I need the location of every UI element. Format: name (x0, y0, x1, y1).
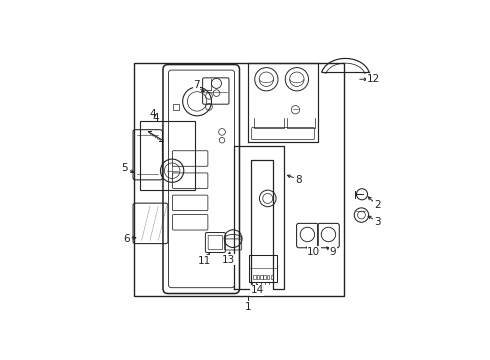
Bar (134, 63, 344, 296)
Text: 13: 13 (222, 255, 235, 265)
Bar (253, 275, 256, 279)
Text: 14: 14 (250, 285, 264, 296)
Bar (263, 275, 266, 279)
Text: 9: 9 (330, 247, 337, 257)
Text: 8: 8 (295, 175, 301, 185)
Text: 2: 2 (374, 201, 381, 210)
Text: 4: 4 (149, 109, 156, 118)
Bar (249, 255, 277, 282)
Text: 11: 11 (197, 256, 211, 266)
Text: 6: 6 (123, 234, 130, 244)
Bar (140, 121, 195, 190)
Bar (257, 275, 259, 279)
Bar (260, 275, 263, 279)
Text: 3: 3 (374, 217, 381, 227)
Bar (270, 275, 273, 279)
Text: 10: 10 (307, 247, 320, 257)
Text: 1: 1 (245, 302, 251, 312)
Bar (173, 104, 179, 110)
Text: 5: 5 (122, 163, 128, 174)
Bar (267, 275, 270, 279)
Text: 7: 7 (193, 80, 200, 90)
Text: 12: 12 (367, 74, 380, 84)
Text: 4: 4 (152, 113, 159, 123)
